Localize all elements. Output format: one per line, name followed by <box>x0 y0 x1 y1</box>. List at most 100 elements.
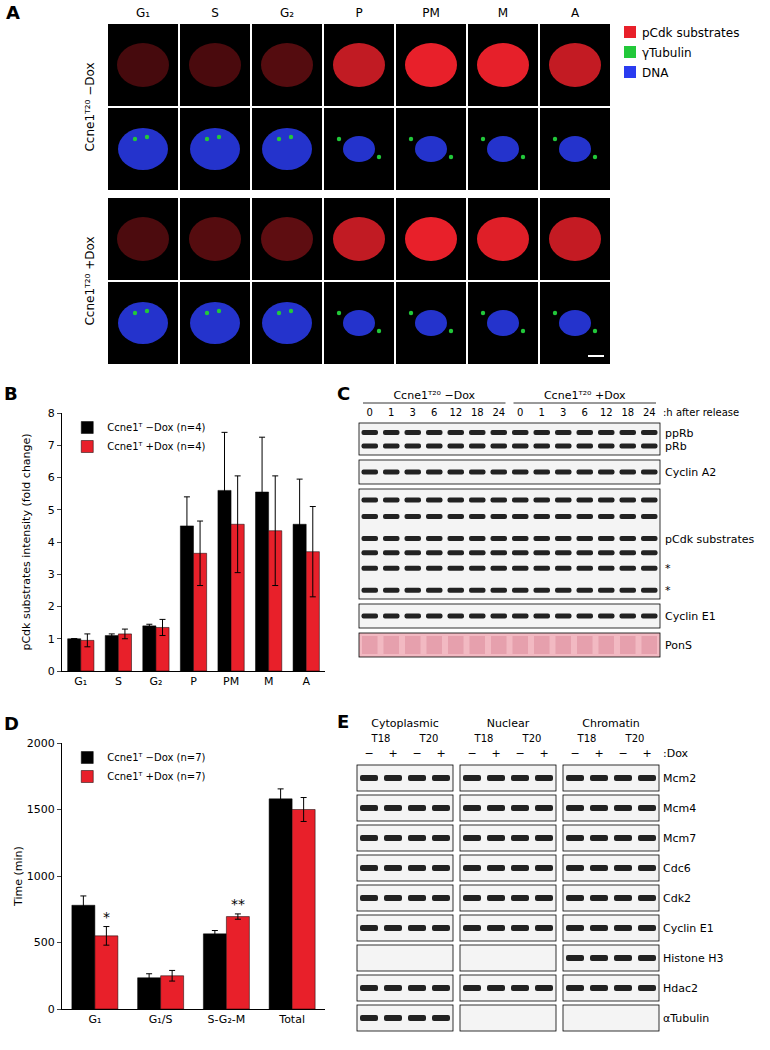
svg-text:Time (min): Time (min) <box>12 846 25 907</box>
svg-text:1: 1 <box>388 407 394 418</box>
svg-text:12: 12 <box>449 407 462 418</box>
svg-text:G₂: G₂ <box>149 675 162 688</box>
svg-text:A: A <box>302 675 310 688</box>
svg-text:−: − <box>364 747 373 760</box>
svg-text:2000: 2000 <box>27 737 55 750</box>
svg-text:−: − <box>618 747 627 760</box>
svg-text:Cytoplasmic: Cytoplasmic <box>371 717 439 730</box>
svg-text:PM: PM <box>422 6 440 20</box>
svg-text:G₁: G₁ <box>74 675 87 688</box>
svg-text:8: 8 <box>48 407 55 420</box>
svg-text:−: − <box>570 747 579 760</box>
svg-text:γTubulin: γTubulin <box>642 46 692 60</box>
svg-text:Mcm7: Mcm7 <box>663 832 696 845</box>
svg-text:500: 500 <box>34 936 55 949</box>
svg-text:T20: T20 <box>522 733 542 744</box>
svg-text:1: 1 <box>48 633 55 646</box>
svg-text:0: 0 <box>48 1003 55 1016</box>
svg-text:Ccne1ᵀ +Dox (n=7): Ccne1ᵀ +Dox (n=7) <box>107 771 205 782</box>
svg-text:4: 4 <box>48 536 55 549</box>
svg-text:0: 0 <box>517 407 523 418</box>
svg-text:PM: PM <box>223 675 239 688</box>
svg-text:S-G₂-M: S-G₂-M <box>208 1013 246 1026</box>
svg-text:pCdk substrates intensity (fol: pCdk substrates intensity (fold change) <box>20 433 33 650</box>
svg-text:Chromatin: Chromatin <box>582 717 639 730</box>
svg-text:Cyclin A2: Cyclin A2 <box>665 466 716 479</box>
svg-text:ppRb: ppRb <box>665 427 694 440</box>
svg-text:+: + <box>594 747 603 760</box>
svg-text:Hdac2: Hdac2 <box>663 982 698 995</box>
svg-text:*: * <box>665 584 671 597</box>
svg-text:−: − <box>515 747 524 760</box>
svg-text:Ccne1ᵀ −Dox (n=4): Ccne1ᵀ −Dox (n=4) <box>107 422 205 433</box>
svg-text:pCdk substrates: pCdk substrates <box>642 26 739 40</box>
svg-text:DNA: DNA <box>642 66 669 80</box>
svg-text:PonS: PonS <box>665 639 692 652</box>
svg-text:1000: 1000 <box>27 870 55 883</box>
svg-text:Nuclear: Nuclear <box>487 717 530 730</box>
svg-text:Mcm4: Mcm4 <box>663 802 696 815</box>
svg-text:Cdk2: Cdk2 <box>663 892 691 905</box>
svg-text:18: 18 <box>621 407 634 418</box>
svg-text:0: 0 <box>48 665 55 678</box>
svg-text:+: + <box>539 747 548 760</box>
svg-text:3: 3 <box>48 568 55 581</box>
svg-text:T18: T18 <box>474 733 494 744</box>
svg-text:pRb: pRb <box>665 440 687 453</box>
svg-text:Ccne1ᵀ²⁰ +Dox: Ccne1ᵀ²⁰ +Dox <box>83 236 97 325</box>
svg-text:T20: T20 <box>625 733 645 744</box>
svg-text:6: 6 <box>582 407 588 418</box>
svg-text:6: 6 <box>48 471 55 484</box>
svg-text:S: S <box>211 6 219 20</box>
svg-text:3: 3 <box>560 407 566 418</box>
svg-text:G₁: G₁ <box>88 1013 101 1026</box>
svg-text:24: 24 <box>643 407 656 418</box>
svg-text:M: M <box>498 6 508 20</box>
svg-text:Ccne1ᵀ²⁰ +Dox: Ccne1ᵀ²⁰ +Dox <box>544 389 626 402</box>
svg-text:6: 6 <box>431 407 437 418</box>
svg-text:2: 2 <box>48 600 55 613</box>
svg-text::Dox: :Dox <box>663 747 689 760</box>
svg-text:−: − <box>412 747 421 760</box>
svg-text:Cyclin E1: Cyclin E1 <box>665 610 716 623</box>
svg-text:T18: T18 <box>371 733 391 744</box>
svg-text:Mcm2: Mcm2 <box>663 772 696 785</box>
svg-text:+: + <box>388 747 397 760</box>
svg-text:Ccne1ᵀ +Dox (n=4): Ccne1ᵀ +Dox (n=4) <box>107 441 205 452</box>
svg-text:Ccne1ᵀ −Dox (n=7): Ccne1ᵀ −Dox (n=7) <box>107 752 205 763</box>
svg-text:+: + <box>642 747 651 760</box>
svg-text:Ccne1ᵀ²⁰ −Dox: Ccne1ᵀ²⁰ −Dox <box>393 389 475 402</box>
svg-text:P: P <box>355 6 362 20</box>
svg-text:Total: Total <box>278 1013 305 1026</box>
svg-text:P: P <box>190 675 197 688</box>
svg-text:Histone H3: Histone H3 <box>663 952 724 965</box>
svg-text:Cdc6: Cdc6 <box>663 862 691 875</box>
svg-text::h after release: :h after release <box>663 407 739 418</box>
svg-text:−: − <box>467 747 476 760</box>
svg-text:1500: 1500 <box>27 803 55 816</box>
svg-text:G₁/S: G₁/S <box>149 1013 173 1026</box>
svg-text:+: + <box>436 747 445 760</box>
svg-text:T18: T18 <box>577 733 597 744</box>
svg-text:pCdk substrates: pCdk substrates <box>665 533 755 546</box>
svg-text:A: A <box>571 6 580 20</box>
svg-text:12: 12 <box>600 407 613 418</box>
svg-text:G₂: G₂ <box>280 6 294 20</box>
svg-text:24: 24 <box>492 407 505 418</box>
svg-text:S: S <box>115 675 122 688</box>
svg-text:Ccne1ᵀ²⁰ −Dox: Ccne1ᵀ²⁰ −Dox <box>83 62 97 151</box>
svg-text:1: 1 <box>539 407 545 418</box>
svg-text:**: ** <box>231 896 245 912</box>
svg-text:T20: T20 <box>419 733 439 744</box>
svg-text:0: 0 <box>367 407 373 418</box>
svg-text:7: 7 <box>48 439 55 452</box>
svg-text:18: 18 <box>471 407 484 418</box>
svg-text:Cyclin E1: Cyclin E1 <box>663 922 714 935</box>
svg-text:*: * <box>665 562 671 575</box>
svg-text:αTubulin: αTubulin <box>663 1012 709 1025</box>
svg-text:5: 5 <box>48 504 55 517</box>
svg-text:G₁: G₁ <box>136 6 150 20</box>
svg-text:3: 3 <box>410 407 416 418</box>
svg-text:+: + <box>491 747 500 760</box>
svg-text:*: * <box>103 909 110 925</box>
